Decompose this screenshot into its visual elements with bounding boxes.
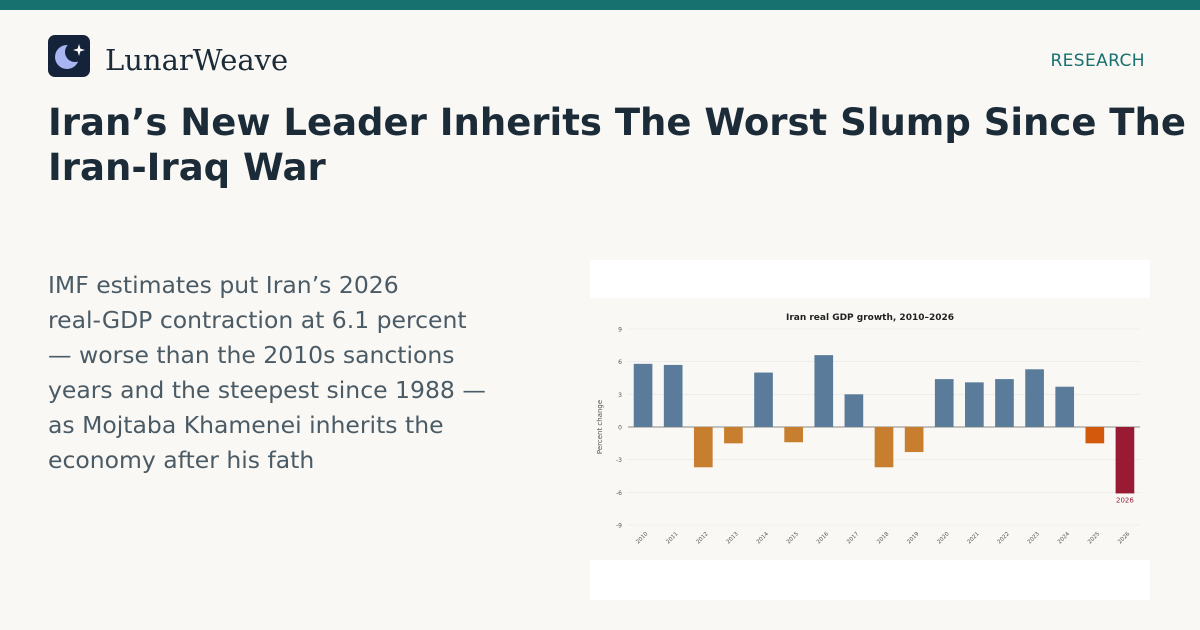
chart-image-panel bbox=[590, 298, 1150, 560]
bar-2024 bbox=[1055, 386, 1075, 427]
summary-line: IMF estimates put Iran’s 2026 bbox=[48, 271, 399, 299]
bar-2017 bbox=[844, 394, 864, 427]
gdp-bar-chart: Iran real GDP growth, 2010–2026 Percent … bbox=[590, 298, 1150, 560]
y-axis-label: Percent change bbox=[596, 400, 604, 454]
bar-2013 bbox=[724, 427, 743, 444]
bar-2025 bbox=[1085, 427, 1105, 444]
headline-line: Iran’s New Leader Inherits The Worst Slu… bbox=[48, 101, 1186, 144]
bar-2010 bbox=[633, 363, 653, 427]
logo[interactable] bbox=[48, 35, 90, 77]
bar-2022 bbox=[995, 379, 1014, 427]
summary-line: economy after his fath bbox=[48, 446, 315, 474]
summary-line: real-GDP contraction at 6.1 percent bbox=[48, 306, 467, 334]
crescent-moon-star-icon bbox=[55, 42, 85, 69]
bar-2011 bbox=[663, 364, 683, 427]
gdp-chart-card: Iran real GDP growth, 2010–2026 Percent … bbox=[590, 260, 1150, 600]
section-label[interactable]: RESEARCH bbox=[1050, 51, 1145, 71]
bar-2016 bbox=[814, 355, 834, 427]
y-tick-label: -3 bbox=[616, 457, 622, 464]
headline-line: Iran-Iraq War bbox=[48, 146, 326, 189]
bar-2015 bbox=[784, 427, 803, 443]
top-accent-bar bbox=[0, 0, 1200, 10]
bar-2012 bbox=[693, 427, 713, 468]
y-tick-label: 0 bbox=[618, 425, 622, 432]
summary-line: years and the steepest since 1988 — bbox=[48, 376, 486, 404]
y-tick-label: 9 bbox=[618, 327, 622, 334]
chart-title: Iran real GDP growth, 2010–2026 bbox=[786, 313, 954, 323]
summary-line: — worse than the 2010s sanctions bbox=[48, 341, 455, 369]
y-tick-label: -9 bbox=[616, 523, 622, 530]
bar-2020 bbox=[934, 379, 954, 427]
brand-name[interactable]: LunarWeave bbox=[105, 43, 289, 77]
article-headline: Iran’s New Leader Inherits The Worst Slu… bbox=[48, 100, 1200, 190]
bar-2026 bbox=[1115, 427, 1135, 494]
y-tick-label: 6 bbox=[618, 359, 622, 366]
article-summary: IMF estimates put Iran’s 2026 real-GDP c… bbox=[48, 268, 528, 478]
summary-line: as Mojtaba Khamenei inherits the bbox=[48, 411, 444, 439]
bar-2018 bbox=[874, 427, 894, 468]
y-tick-label: 3 bbox=[618, 392, 622, 399]
y-tick-label: -6 bbox=[616, 490, 622, 497]
bar-2021 bbox=[965, 382, 984, 427]
bar-annotation-label: 2026 bbox=[1116, 496, 1134, 504]
bar-2023 bbox=[1025, 369, 1044, 427]
bar-2014 bbox=[754, 372, 773, 427]
bar-2019 bbox=[904, 427, 924, 453]
